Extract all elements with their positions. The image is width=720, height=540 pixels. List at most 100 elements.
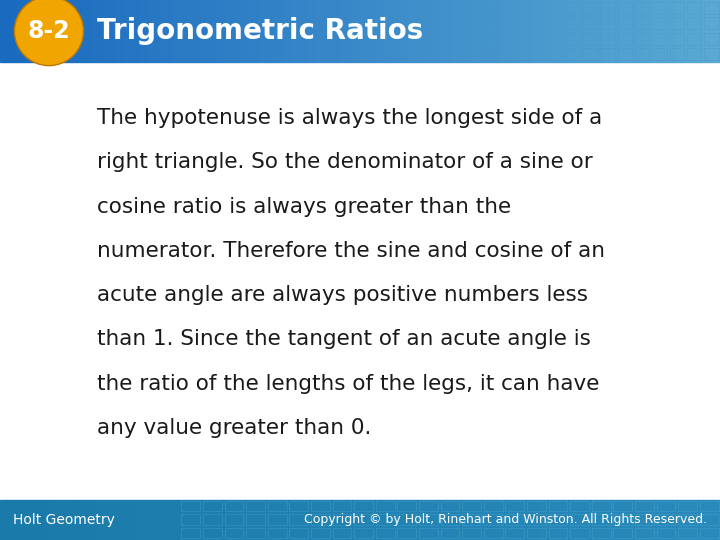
Bar [312, 0, 317, 62]
Bar [715, 0, 720, 62]
Bar [462, 501, 481, 511]
Bar [549, 528, 567, 538]
Bar [655, 500, 662, 540]
Bar [168, 0, 173, 62]
Bar [91, 0, 96, 62]
Bar [619, 0, 624, 62]
Bar [281, 500, 288, 540]
Text: numerator. Therefore the sine and cosine of an: numerator. Therefore the sine and cosine… [97, 241, 606, 261]
Bar [704, 17, 719, 29]
Bar [533, 0, 538, 62]
Bar [686, 0, 691, 62]
Bar [462, 528, 481, 538]
Bar [223, 500, 230, 540]
Bar [711, 0, 715, 62]
Bar [268, 501, 287, 511]
Bar [549, 2, 563, 14]
Bar [441, 514, 459, 525]
Bar [376, 528, 395, 538]
Bar [439, 500, 446, 540]
Bar [497, 2, 511, 14]
Bar [389, 0, 394, 62]
Bar [310, 500, 317, 540]
Bar [527, 514, 546, 525]
Bar [511, 500, 518, 540]
Bar [311, 501, 330, 511]
Bar [678, 528, 697, 538]
Bar [393, 2, 408, 14]
Bar [691, 0, 696, 62]
Bar [307, 0, 312, 62]
Bar [624, 0, 629, 62]
Bar [514, 32, 528, 45]
Bar [549, 48, 563, 60]
Bar [360, 500, 367, 540]
Bar [221, 0, 225, 62]
Bar [245, 500, 252, 540]
Bar [153, 0, 158, 62]
Bar [552, 0, 557, 62]
Bar [365, 0, 369, 62]
Bar [635, 2, 649, 14]
Bar [393, 32, 408, 45]
Bar [130, 0, 135, 62]
Bar [264, 0, 269, 62]
Bar [480, 17, 494, 29]
Bar [245, 0, 250, 62]
Bar [454, 500, 461, 540]
Bar [144, 0, 149, 62]
Bar [178, 0, 182, 62]
Bar [376, 48, 390, 60]
Bar [302, 500, 310, 540]
Bar [527, 528, 546, 538]
Bar [295, 500, 302, 540]
Bar [341, 0, 346, 62]
Bar [670, 48, 684, 60]
Bar [225, 514, 243, 525]
Bar [635, 528, 654, 538]
Bar [163, 0, 168, 62]
Bar [410, 17, 425, 29]
Bar [252, 500, 259, 540]
Bar [408, 0, 413, 62]
Ellipse shape [14, 0, 84, 66]
Bar [446, 0, 451, 62]
Bar [566, 32, 580, 45]
Bar [562, 500, 569, 540]
Bar [418, 500, 425, 540]
Bar [197, 0, 202, 62]
Bar [527, 501, 546, 511]
Bar [394, 0, 398, 62]
Bar [86, 500, 94, 540]
Bar [677, 500, 684, 540]
Bar [533, 500, 540, 540]
Bar [144, 500, 151, 540]
Bar [67, 0, 72, 62]
Bar [566, 17, 580, 29]
Bar [484, 514, 503, 525]
Bar [490, 0, 495, 62]
Bar [600, 2, 615, 14]
Bar [648, 0, 653, 62]
Bar [187, 0, 192, 62]
Bar [120, 0, 125, 62]
Bar [333, 514, 351, 525]
Bar [326, 0, 331, 62]
Text: acute angle are always positive numbers less: acute angle are always positive numbers … [97, 285, 588, 305]
Bar [230, 0, 235, 62]
Bar [526, 500, 533, 540]
Bar [691, 500, 698, 540]
Bar [354, 514, 373, 525]
Bar [151, 500, 158, 540]
Bar [115, 0, 120, 62]
Bar [289, 501, 308, 511]
Bar [19, 0, 24, 62]
Bar [484, 528, 503, 538]
Bar [462, 2, 477, 14]
Bar [576, 500, 583, 540]
Bar [22, 500, 29, 540]
Bar [528, 0, 533, 62]
Bar [456, 0, 461, 62]
Bar [509, 0, 513, 62]
Bar [397, 528, 416, 538]
